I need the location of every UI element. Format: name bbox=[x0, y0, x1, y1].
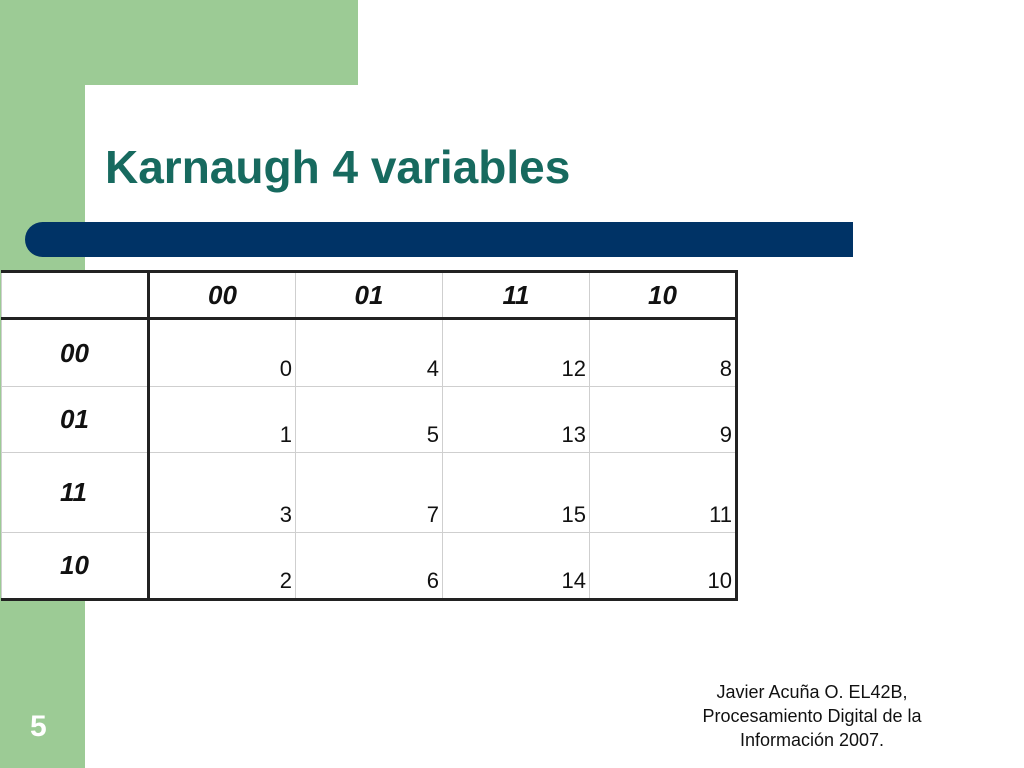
kmap-cell: 10 bbox=[589, 532, 738, 601]
kmap-column-header: 10 bbox=[589, 270, 738, 320]
kmap-row-header: 11 bbox=[1, 452, 150, 533]
kmap-cell: 3 bbox=[148, 452, 296, 533]
kmap-cell: 1 bbox=[148, 386, 296, 453]
kmap-header-row: 00 01 11 10 bbox=[1, 270, 738, 320]
kmap-row-header: 10 bbox=[1, 532, 150, 601]
page-number: 5 bbox=[30, 710, 47, 743]
kmap-cell: 4 bbox=[295, 318, 443, 387]
kmap-cell: 5 bbox=[295, 386, 443, 453]
kmap-column-header: 00 bbox=[148, 270, 296, 320]
kmap-row: 11 3 7 15 11 bbox=[1, 452, 738, 533]
kmap-row-header: 00 bbox=[1, 318, 150, 387]
title-underline-bar bbox=[25, 222, 853, 257]
footer-line: Javier Acuña O. EL42B, bbox=[716, 682, 908, 702]
kmap-cell: 7 bbox=[295, 452, 443, 533]
kmap-column-header: 11 bbox=[442, 270, 590, 320]
decorative-green-header bbox=[0, 0, 358, 85]
slide-footer: Javier Acuña O. EL42B, Procesamiento Dig… bbox=[672, 680, 952, 752]
kmap-cell: 15 bbox=[442, 452, 590, 533]
kmap-row: 10 2 6 14 10 bbox=[1, 532, 738, 601]
kmap-cell: 13 bbox=[442, 386, 590, 453]
kmap-cell: 14 bbox=[442, 532, 590, 601]
kmap-row-header: 01 bbox=[1, 386, 150, 453]
karnaugh-map-table: 00 01 11 10 00 0 4 12 8 01 1 5 13 9 11 3… bbox=[1, 270, 738, 601]
kmap-column-header: 01 bbox=[295, 270, 443, 320]
kmap-cell: 11 bbox=[589, 452, 738, 533]
kmap-cell: 2 bbox=[148, 532, 296, 601]
kmap-cell: 6 bbox=[295, 532, 443, 601]
footer-line: Procesamiento Digital de la bbox=[702, 706, 922, 726]
kmap-cell: 0 bbox=[148, 318, 296, 387]
kmap-cell: 12 bbox=[442, 318, 590, 387]
footer-line: Información 2007. bbox=[739, 730, 885, 750]
kmap-cell: 9 bbox=[589, 386, 738, 453]
kmap-corner-cell bbox=[1, 270, 150, 320]
kmap-cell: 8 bbox=[589, 318, 738, 387]
slide-title: Karnaugh 4 variables bbox=[105, 141, 571, 193]
kmap-row: 00 0 4 12 8 bbox=[1, 318, 738, 387]
kmap-row: 01 1 5 13 9 bbox=[1, 386, 738, 453]
